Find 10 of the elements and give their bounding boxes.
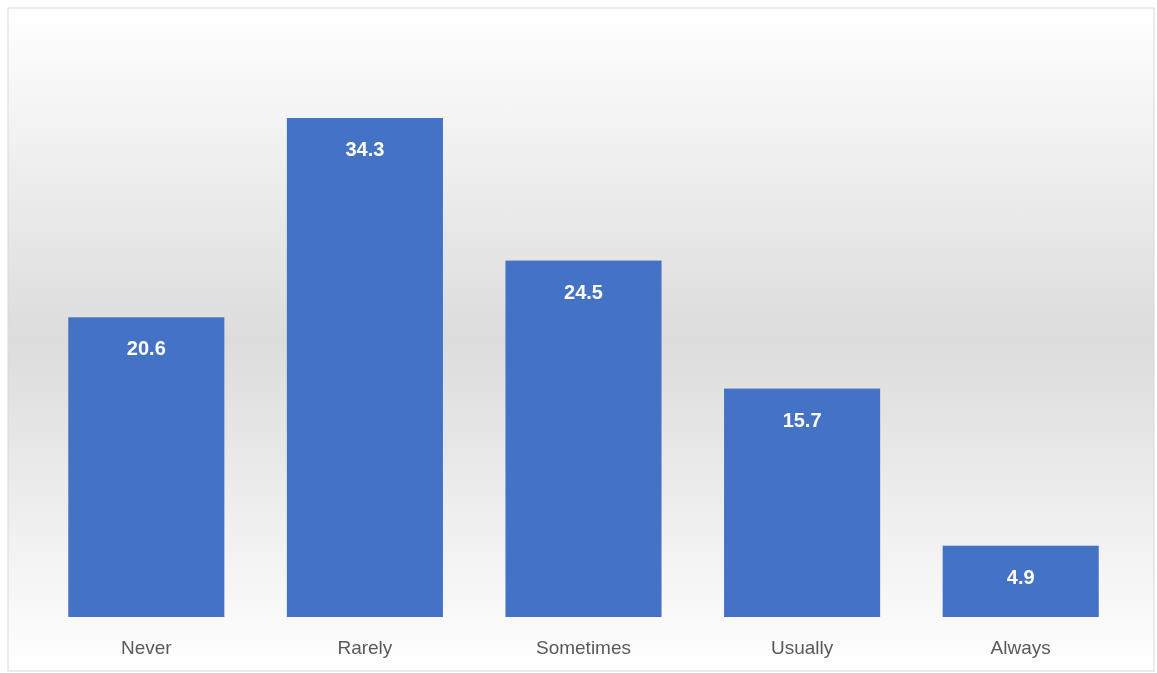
- x-tick-label: Always: [990, 637, 1051, 658]
- data-label: 20.6: [126, 337, 166, 360]
- data-label: 15.7: [782, 408, 822, 431]
- data-label: 34.3: [345, 138, 385, 160]
- data-label: 4.9: [1006, 565, 1035, 588]
- x-tick-label: Never: [120, 637, 173, 658]
- x-tick-label: Usually: [770, 637, 834, 658]
- x-tick-label: Sometimes: [535, 637, 632, 658]
- x-tick-label: Rarely: [337, 637, 393, 658]
- data-label: 24.5: [564, 280, 603, 303]
